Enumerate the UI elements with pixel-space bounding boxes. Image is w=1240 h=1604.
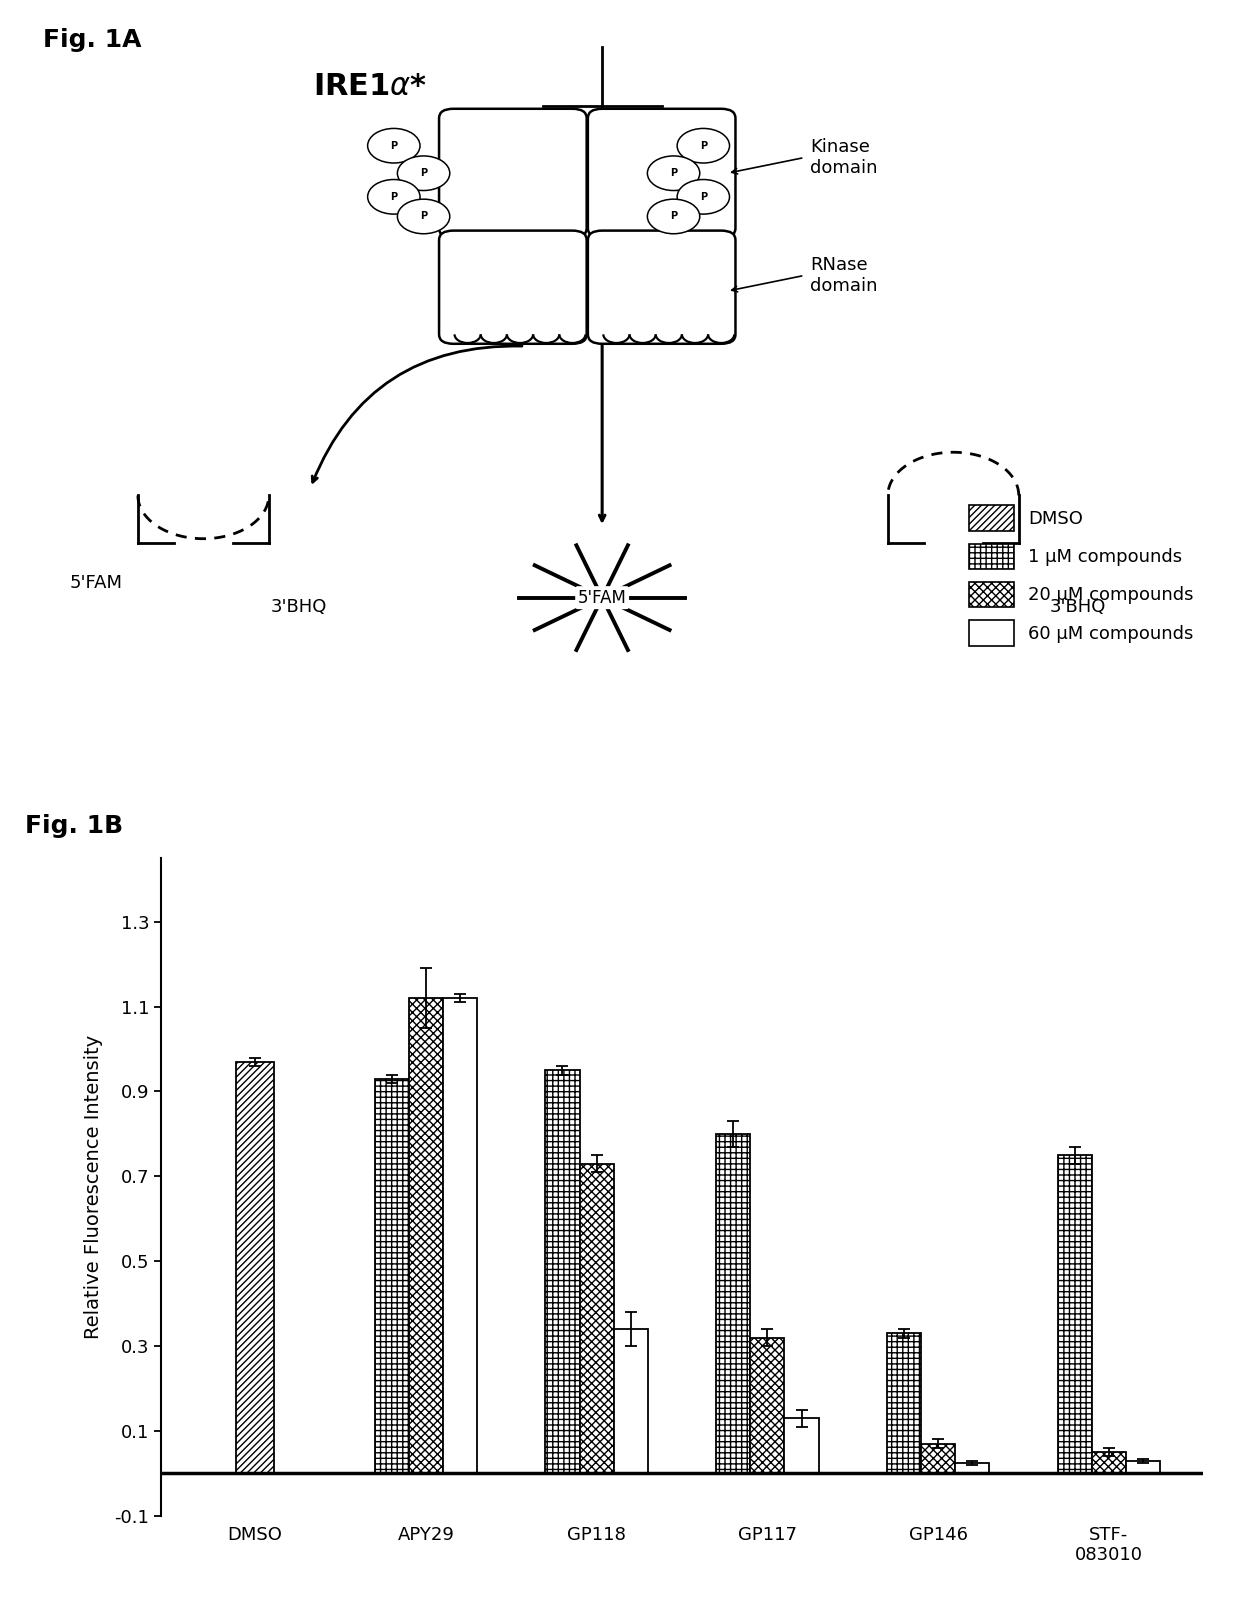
Text: P: P [420,168,427,178]
Text: P: P [391,141,397,151]
Text: 3'BHQ: 3'BHQ [270,598,327,616]
Bar [1126,1461,1161,1474]
Bar [546,1070,579,1474]
Text: P: P [670,168,677,178]
Text: 5'FAM: 5'FAM [578,589,626,606]
Text: Fig. 1B: Fig. 1B [25,815,123,837]
Bar [717,1134,750,1474]
Circle shape [647,199,699,234]
Bar [750,1338,785,1474]
Circle shape [397,156,450,191]
Circle shape [677,180,729,213]
Bar [614,1330,647,1474]
Circle shape [677,128,729,164]
FancyBboxPatch shape [588,231,735,343]
Bar [955,1463,990,1474]
Text: P: P [420,212,427,221]
Bar [1058,1155,1091,1474]
Text: P: P [670,212,677,221]
Text: P: P [699,141,707,151]
Bar [785,1418,818,1474]
Bar [579,1163,614,1474]
Text: Kinase
domain: Kinase domain [811,138,878,176]
Text: 5'FAM: 5'FAM [69,574,123,592]
Y-axis label: Relative Fluorescence Intensity: Relative Fluorescence Intensity [84,1035,103,1339]
Bar [921,1444,955,1474]
FancyBboxPatch shape [439,109,587,237]
Bar [374,1079,409,1474]
Bar [443,998,477,1474]
Circle shape [367,180,420,213]
Legend: DMSO, 1 μM compounds, 20 μM compounds, 60 μM compounds: DMSO, 1 μM compounds, 20 μM compounds, 6… [968,505,1194,645]
Circle shape [367,128,420,164]
Bar [1091,1452,1126,1474]
Bar [237,1062,274,1474]
Text: RNase
domain: RNase domain [811,257,878,295]
Text: 3'BHQ: 3'BHQ [1050,598,1106,616]
Text: P: P [699,192,707,202]
Circle shape [397,199,450,234]
FancyBboxPatch shape [588,109,735,237]
Text: IRE1$\alpha$*: IRE1$\alpha$* [312,72,428,101]
Text: Fig. 1A: Fig. 1A [42,27,141,51]
FancyBboxPatch shape [439,231,587,343]
Bar [887,1333,921,1474]
Bar [409,998,443,1474]
Circle shape [647,156,699,191]
Text: P: P [391,192,397,202]
